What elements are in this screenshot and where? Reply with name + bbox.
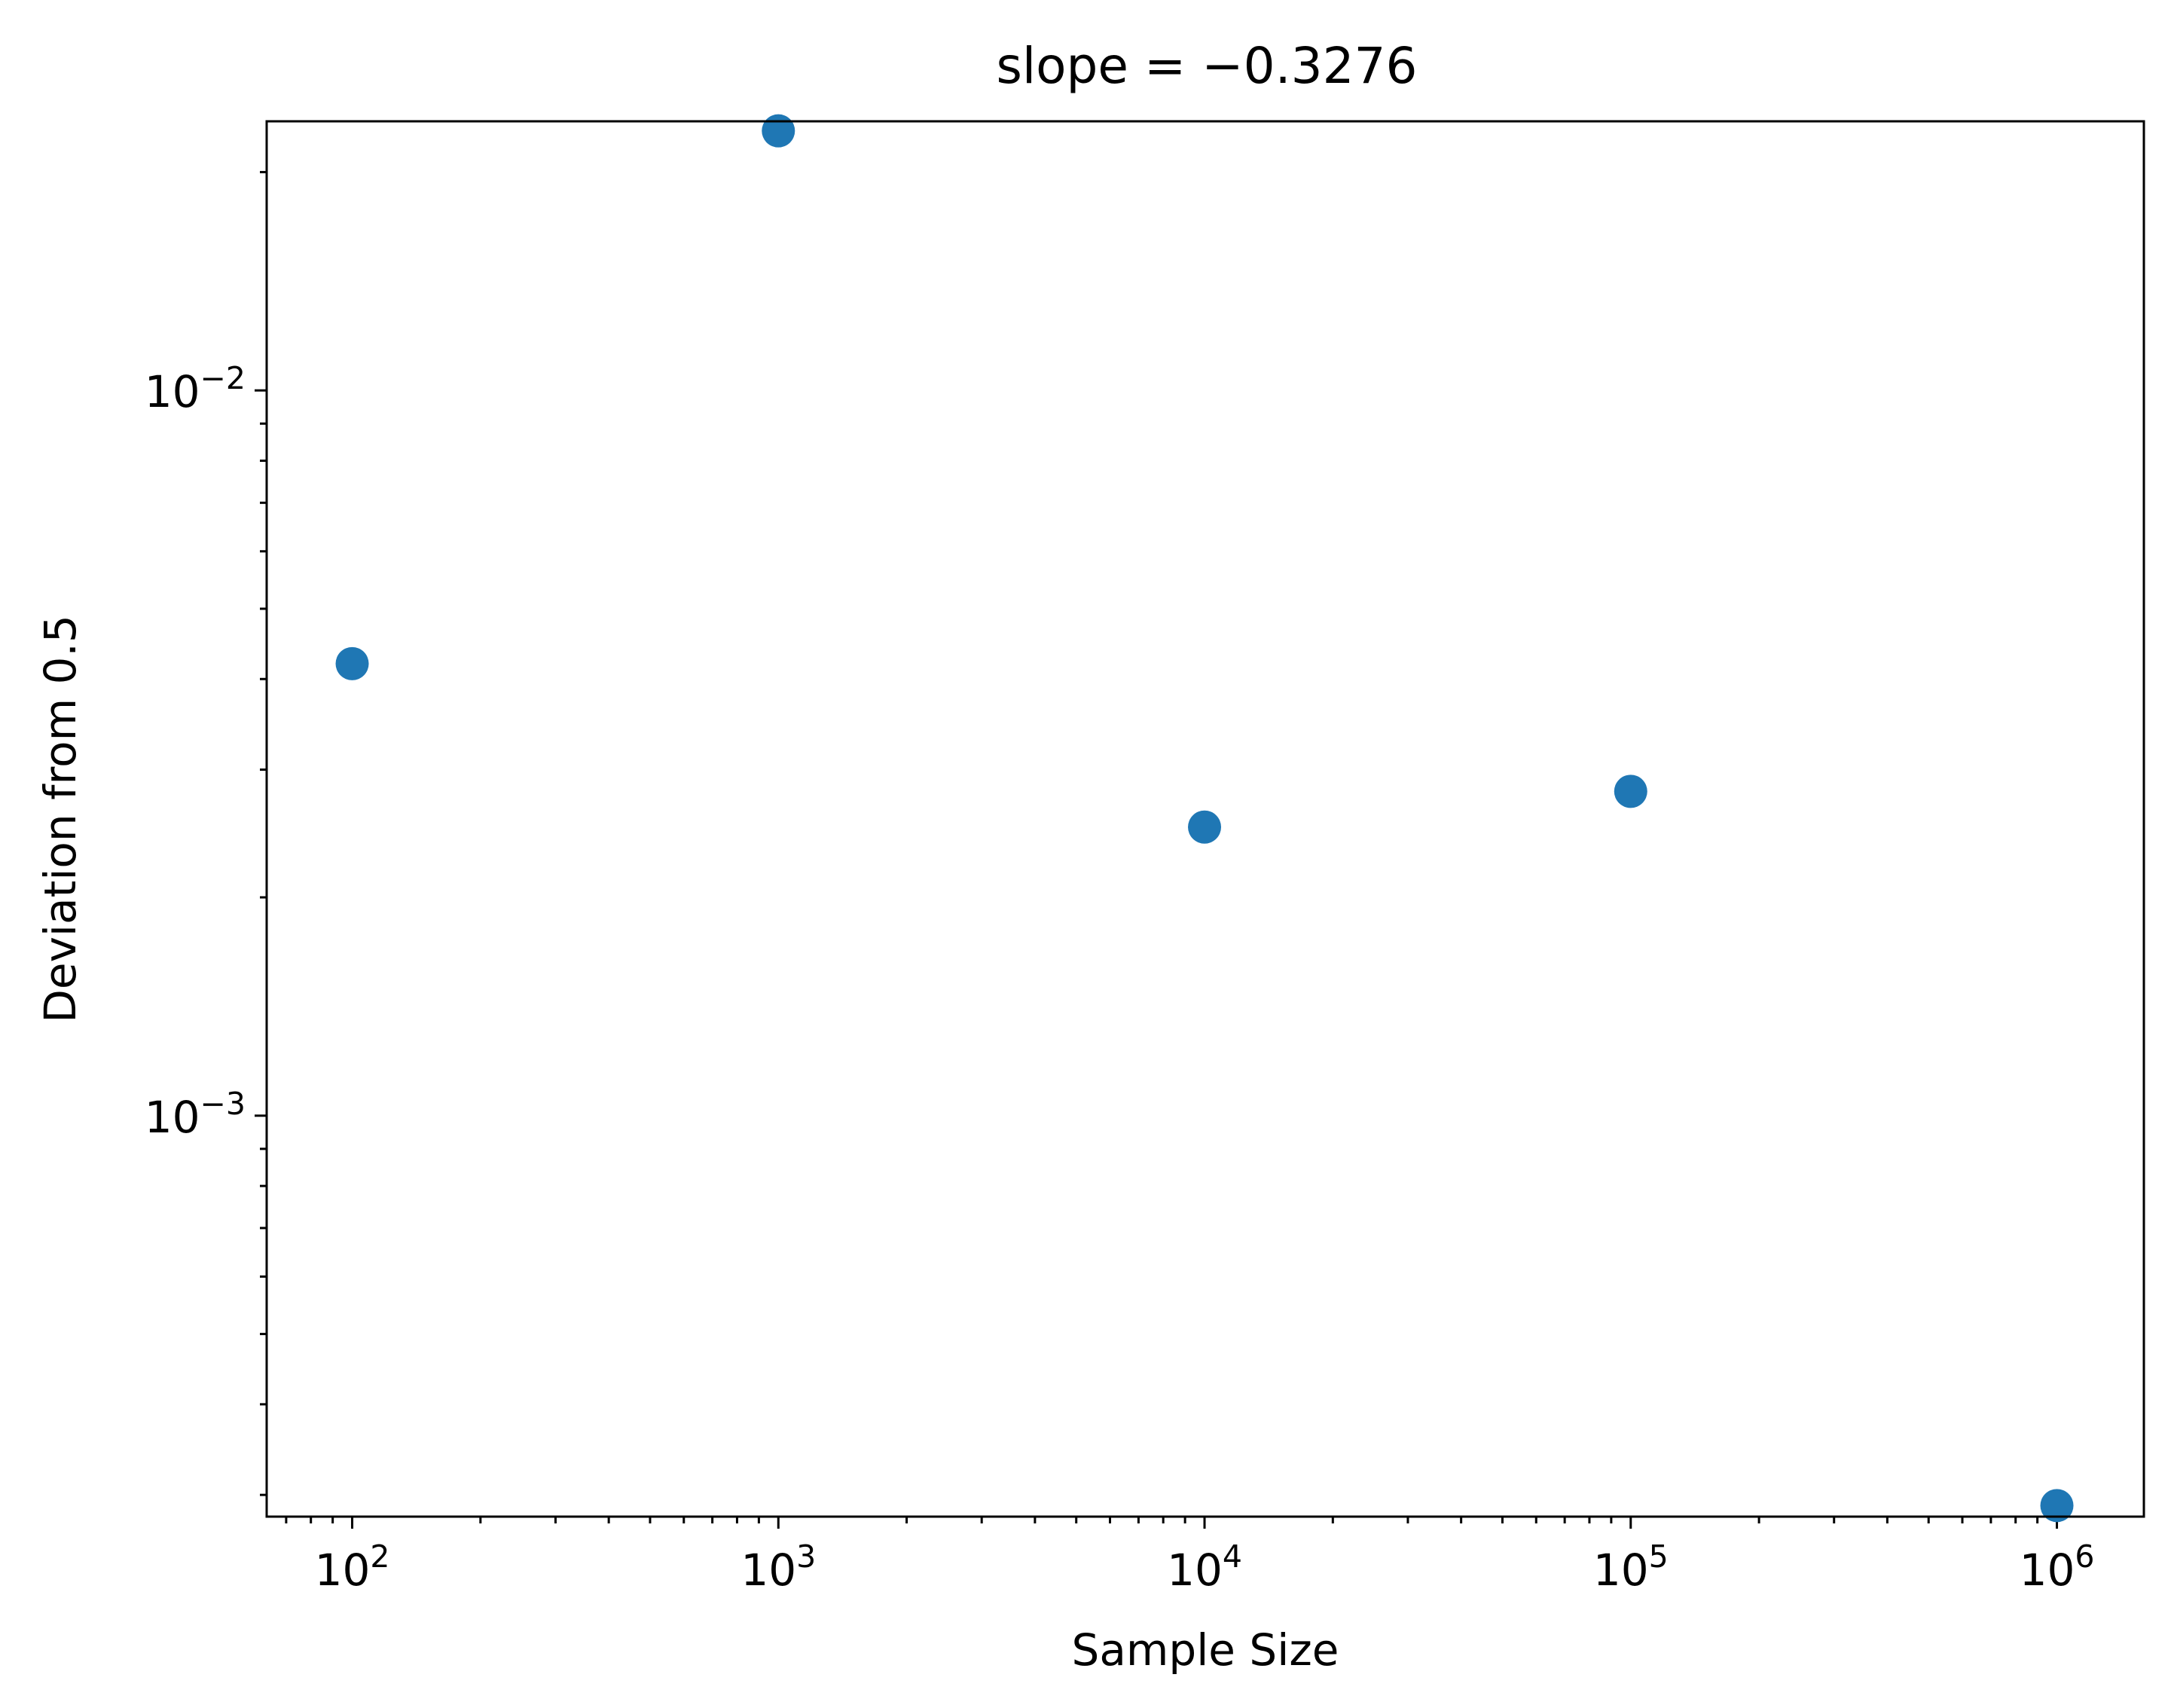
x-axis-label: Sample Size — [1072, 1624, 1339, 1676]
x-axis-ticks: 102 103 104 105 106 — [315, 1517, 2095, 1596]
y-axis-ticks: 10−310−2 — [145, 360, 267, 1143]
data-point — [1614, 775, 1647, 808]
x-tick-base: 10 — [2020, 1545, 2075, 1596]
y-tick-exponent: −3 — [200, 1086, 246, 1122]
y-tick-base: 10 — [145, 1092, 200, 1143]
data-point — [1188, 810, 1222, 844]
x-tick-label: 104 — [1167, 1538, 1242, 1596]
x-tick-exponent: 6 — [2075, 1538, 2094, 1575]
x-tick-exponent: 3 — [796, 1538, 816, 1575]
x-tick-base: 10 — [740, 1545, 796, 1596]
y-tick-base: 10 — [145, 366, 200, 417]
x-tick-label: 106 — [2020, 1538, 2095, 1596]
data-points — [335, 114, 2074, 1523]
data-point — [762, 114, 795, 148]
chart-title: slope = −0.3276 — [996, 37, 1417, 95]
x-tick-base: 10 — [1167, 1545, 1223, 1596]
data-point — [2040, 1489, 2074, 1523]
x-tick-exponent: 2 — [370, 1538, 389, 1575]
x-tick-label: 103 — [740, 1538, 816, 1596]
x-tick-exponent: 5 — [1649, 1538, 1669, 1575]
y-axis-label: Deviation from 0.5 — [35, 615, 86, 1023]
x-tick-base: 10 — [315, 1545, 371, 1596]
y-tick-exponent: −2 — [200, 360, 246, 396]
plot-frame — [265, 120, 2145, 1518]
y-tick-label: 10−2 — [145, 360, 246, 417]
x-tick-base: 10 — [1593, 1545, 1649, 1596]
data-point — [335, 646, 369, 680]
y-tick-label: 10−3 — [145, 1086, 246, 1143]
x-tick-label: 102 — [315, 1538, 390, 1596]
x-tick-label: 105 — [1593, 1538, 1669, 1596]
x-tick-exponent: 4 — [1223, 1538, 1242, 1575]
